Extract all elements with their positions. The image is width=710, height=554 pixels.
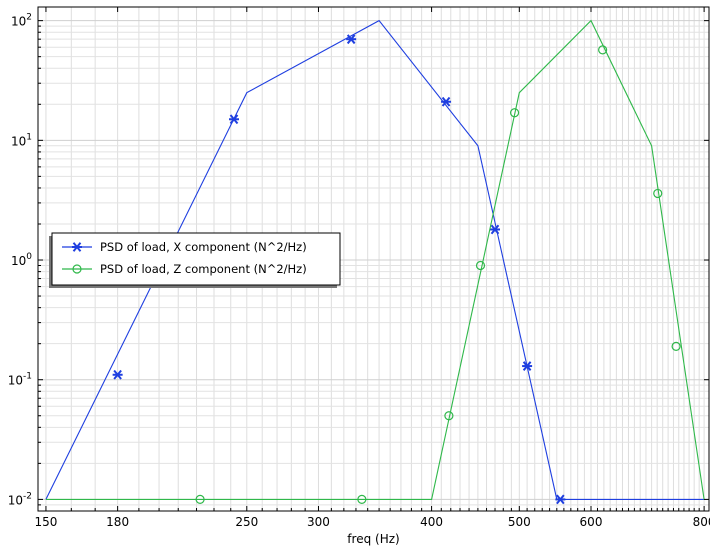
marker-stroke [490,224,500,235]
marker-stroke [346,34,356,45]
y-tick-label: 101 [11,132,32,148]
x-tick-label: 300 [307,515,330,529]
series-2-marker [475,260,486,271]
legend-marker-2 [72,264,82,274]
marker-stroke [72,242,82,252]
series-1-marker [346,34,357,45]
series-2-marker [671,341,681,351]
x-tick-label: 150 [34,515,57,529]
legend-marker-1 [72,242,82,252]
legend-label-2: PSD of load, Z component (N^2/Hz) [100,262,307,276]
series-2-marker [598,45,608,55]
series-1-marker [522,361,533,371]
series-1-marker [555,494,566,505]
x-tick-label: 180 [106,515,129,529]
marker-stroke [229,114,239,125]
axes: 150 180 250 300 400 500 600 800 10-2 10-1 100 101 10… [8,7,710,529]
series-2-marker [509,108,520,118]
x-tick-label: 800 [693,515,710,529]
series-1-marker [489,224,500,235]
series-layer [45,19,705,505]
legend-label-1: PSD of load, X component (N^2/Hz) [100,240,307,254]
y-tick-label: 102 [11,13,32,29]
series-1-marker [229,114,240,125]
x-tick-label: 500 [508,515,531,529]
plot-frame [37,6,710,512]
legend: PSD of load, X component (N^2/Hz) PSD of … [49,232,341,288]
y-tick-label: 10-2 [8,491,32,507]
series-1-marker [112,369,123,380]
marker-stroke [113,369,122,380]
series-2-marker [444,411,454,421]
x-tick-label: 400 [420,515,443,529]
x-axis-label: freq (Hz) [347,532,399,546]
x-tick-label: 250 [235,515,258,529]
marker-stroke [556,494,565,505]
legend-box [51,232,341,286]
series-2-marker [357,494,367,505]
series-line-1 [45,19,705,500]
x-tick-label: 600 [580,515,603,529]
series-line-2 [45,19,705,500]
y-tick-label: 100 [11,252,32,268]
series-2-marker [653,188,663,199]
series-2-marker [195,494,205,505]
marker-stroke [522,361,532,371]
y-tick-label: 10-1 [8,372,32,388]
marker-stroke [441,96,451,107]
series-1-marker [441,96,452,107]
